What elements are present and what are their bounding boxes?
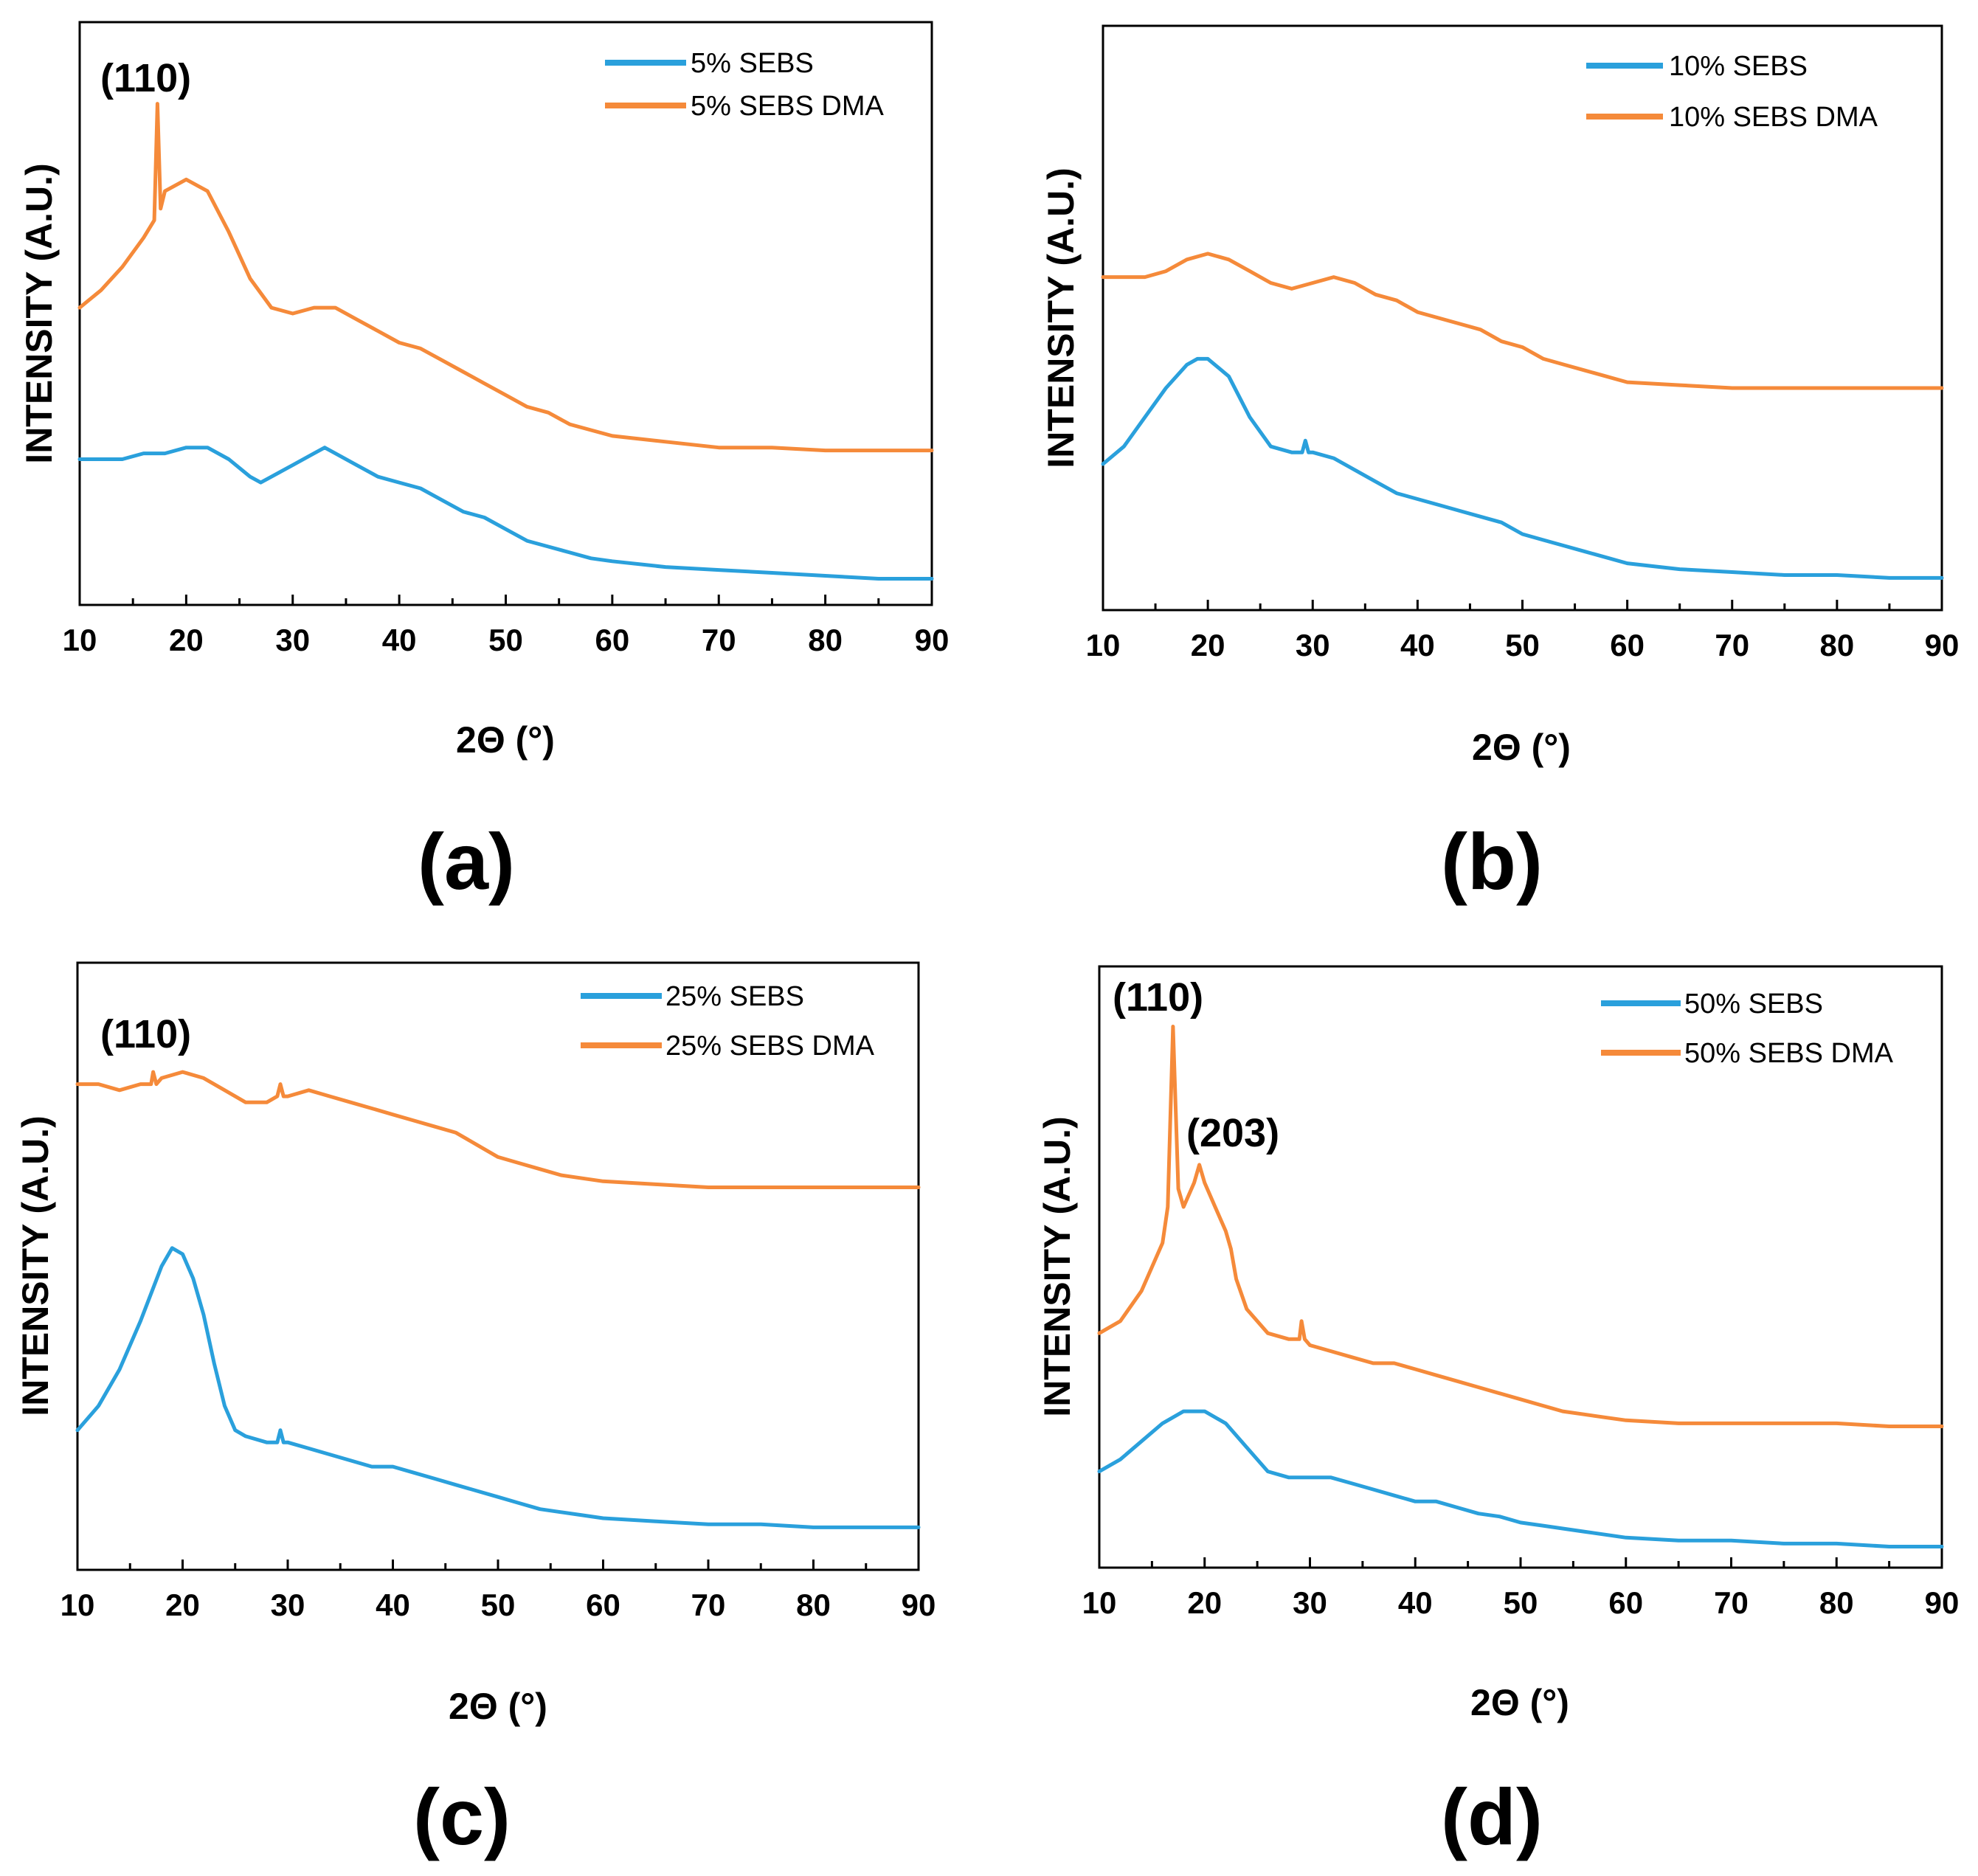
x-tick-label: 30 [275,623,310,657]
panel-b: 10 20 30 40 50 60 70 80 90 10% SEBS 10% SEBS DMA… [1040,24,1960,906]
series-line-sebs [1097,1409,1944,1548]
series-line-sebs-dma [1097,1025,1944,1428]
x-tick-label: 20 [165,1588,200,1622]
legend-label-sebs-dma: 5% SEBS DMA [691,91,885,122]
panel-letter: (d) [1441,1772,1543,1861]
series-layer [1097,1025,1944,1548]
x-tick-label: 20 [1187,1585,1222,1620]
x-ticks: 10 20 30 40 50 60 70 80 90 [1082,1557,1960,1620]
series-layer [1101,252,1944,580]
legend-label-sebs-dma: 10% SEBS DMA [1669,102,1878,133]
panel-a: 10 20 30 40 50 60 70 80 90 5% SEBS 5% SEBS DMA (… [18,21,950,906]
y-axis-title: INTENSITY (A.U.) [1040,167,1082,468]
series-layer [75,1070,921,1529]
x-tick-label: 40 [382,623,417,657]
x-tick-label: 70 [1715,628,1749,662]
y-axis-title: INTENSITY (A.U.) [15,1115,56,1416]
x-tick-label: 80 [808,623,843,657]
panel-letter: (a) [418,817,515,906]
panel-letter: (c) [413,1772,511,1861]
x-axis-title: 2Θ (°) [449,1686,547,1727]
series-line-sebs [77,446,934,581]
panel-letter: (b) [1441,817,1543,906]
x-tick-label: 10 [63,623,97,657]
peak-annotation-203: (203) [1186,1111,1279,1155]
x-tick-label: 60 [1608,1585,1643,1620]
x-tick-label: 90 [1925,628,1960,662]
x-tick-label: 50 [1505,628,1540,662]
legend-label-sebs: 5% SEBS [691,48,814,79]
x-tick-label: 10 [60,1588,95,1622]
x-tick-label: 30 [1296,628,1330,662]
x-tick-label: 20 [1191,628,1225,662]
x-tick-label: 40 [1398,1585,1433,1620]
legend: 25% SEBS 25% SEBS DMA [581,981,875,1062]
legend-label-sebs-dma: 25% SEBS DMA [665,1031,875,1062]
peak-annotation-110: (110) [1113,975,1203,1020]
series-line-sebs [1101,356,1944,580]
series-layer [77,102,934,581]
legend-label-sebs-dma: 50% SEBS DMA [1684,1038,1894,1069]
legend: 50% SEBS 50% SEBS DMA [1601,989,1894,1069]
x-tick-label: 40 [1400,628,1435,662]
x-tick-label: 10 [1086,628,1121,662]
x-tick-label: 80 [796,1588,831,1622]
x-tick-label: 30 [271,1588,305,1622]
x-axis-title: 2Θ (°) [456,719,555,761]
series-line-sebs-dma [75,1070,921,1189]
x-tick-label: 90 [915,623,950,657]
peak-annotation-110: (110) [100,56,191,100]
x-tick-label: 30 [1293,1585,1327,1620]
x-tick-label: 70 [1714,1585,1749,1620]
series-line-sebs [75,1246,921,1529]
x-tick-label: 60 [595,623,630,657]
x-ticks: 10 20 30 40 50 60 70 80 90 [60,1560,936,1622]
x-tick-label: 80 [1819,1585,1854,1620]
legend: 5% SEBS 5% SEBS DMA [605,48,885,122]
x-tick-label: 90 [1925,1585,1960,1620]
x-tick-label: 80 [1820,628,1855,662]
x-tick-label: 50 [1504,1585,1538,1620]
series-line-sebs-dma [77,102,934,453]
legend-label-sebs: 25% SEBS [665,981,804,1012]
y-axis-title: INTENSITY (A.U.) [18,163,60,463]
x-ticks: 10 20 30 40 50 60 70 80 90 [63,595,950,657]
series-line-sebs-dma [1101,252,1944,390]
x-tick-label: 70 [702,623,736,657]
peak-annotation-110: (110) [100,1012,191,1056]
x-tick-label: 60 [586,1588,620,1622]
legend: 10% SEBS 10% SEBS DMA [1586,51,1878,133]
x-ticks: 10 20 30 40 50 60 70 80 90 [1086,600,1960,662]
x-tick-label: 50 [488,623,523,657]
legend-label-sebs: 10% SEBS [1669,51,1808,82]
x-axis-title: 2Θ (°) [1470,1682,1569,1723]
x-axis-title: 2Θ (°) [1472,727,1571,768]
x-tick-label: 90 [902,1588,936,1622]
panel-d: 10 20 30 40 50 60 70 80 90 50% SEBS 50% SEBS DMA… [1037,965,1960,1861]
x-tick-label: 50 [481,1588,516,1622]
x-tick-label: 20 [169,623,204,657]
x-tick-label: 10 [1082,1585,1117,1620]
x-tick-label: 70 [691,1588,726,1622]
x-tick-label: 40 [376,1588,410,1622]
y-axis-title: INTENSITY (A.U.) [1037,1116,1078,1416]
x-tick-label: 60 [1610,628,1645,662]
panel-c: 10 20 30 40 50 60 70 80 90 25% SEBS 25% SEBS DMA… [15,961,936,1861]
legend-label-sebs: 50% SEBS [1684,989,1823,1020]
